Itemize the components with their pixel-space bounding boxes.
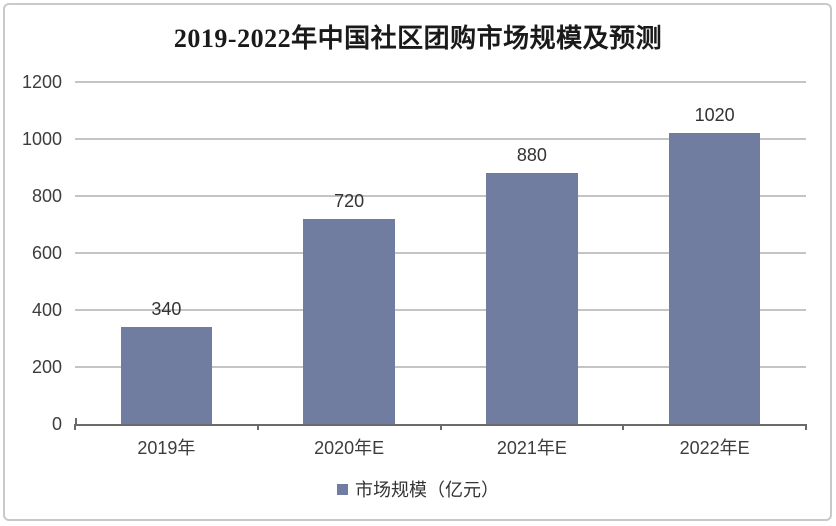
x-axis-labels: 2019年 2020年E 2021年E 2022年E <box>75 436 806 460</box>
bar <box>303 218 395 424</box>
axis-tick <box>74 424 76 430</box>
bar <box>120 327 213 424</box>
axis-tick <box>805 424 807 430</box>
x-tick-label: 2022年E <box>679 438 750 458</box>
bar-value-label: 720 <box>334 190 365 211</box>
y-tick-label: 600 <box>31 243 62 263</box>
bar <box>486 173 578 424</box>
gridline <box>75 366 806 368</box>
y-tick-label: 800 <box>31 186 62 206</box>
gridline <box>75 252 806 254</box>
y-tick-label: 200 <box>31 357 62 377</box>
legend: 市场规模（亿元） <box>0 476 836 502</box>
y-tick-label: 1000 <box>21 129 62 149</box>
x-tick-label: 2020年E <box>314 438 385 458</box>
axis-tick <box>622 424 625 430</box>
bar-value-label: 1020 <box>694 105 735 126</box>
legend-marker-square <box>337 483 348 495</box>
y-tick-label: 1200 <box>21 72 62 92</box>
gridline <box>75 138 806 140</box>
gridline <box>75 309 806 311</box>
y-tick-label: 400 <box>31 300 62 320</box>
axis-tick <box>256 424 259 430</box>
gridline <box>75 81 806 83</box>
chart-title: 2019-2022年中国社区团购市场规模及预测 <box>173 24 663 53</box>
x-axis-left-endcap <box>75 418 77 424</box>
x-tick-label: 2019年 <box>137 438 196 458</box>
axis-tick <box>439 424 442 430</box>
x-tick-label: 2021年E <box>496 438 567 458</box>
gridline <box>75 195 806 197</box>
plot-area: 340 720 880 1020 <box>74 81 807 430</box>
y-tick-label: 0 <box>51 414 62 434</box>
bar-value-label: 340 <box>151 299 182 320</box>
bar-value-label: 880 <box>516 145 547 166</box>
bar <box>668 133 761 424</box>
y-axis-labels: 0 200 400 600 800 1000 1200 <box>0 72 62 434</box>
legend-label: 市场规模（亿元） <box>355 480 499 500</box>
